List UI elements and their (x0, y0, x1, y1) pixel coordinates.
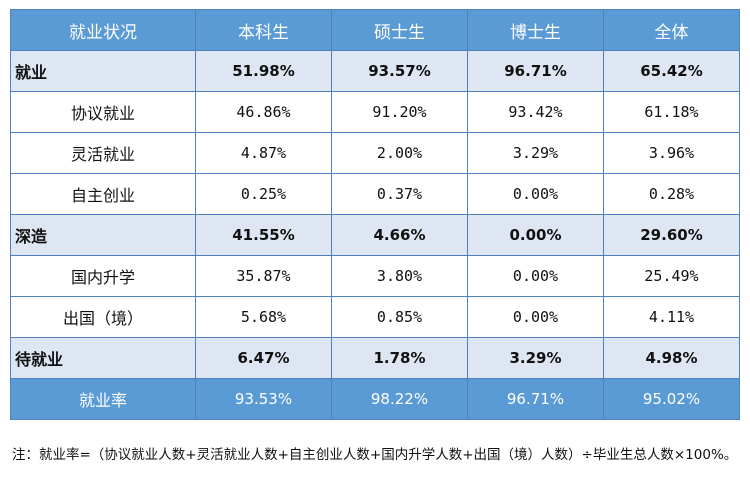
table-cell: 93.42% (467, 91, 604, 133)
table-cell: 95.02% (603, 378, 740, 420)
header-cell-master: 硕士生 (331, 9, 468, 51)
table-cell: 3.29% (467, 337, 604, 379)
table-cell: 4.87% (195, 132, 332, 174)
row-label: 国内升学 (10, 255, 196, 297)
table-cell: 96.71% (467, 50, 604, 92)
footnote: 注：就业率=（协议就业人数+灵活就业人数+自主创业人数+国内升学人数+出国（境）… (12, 447, 738, 463)
table-cell: 6.47% (195, 337, 332, 379)
row-label: 深造 (10, 214, 196, 256)
table-cell: 0.00% (467, 173, 604, 215)
table-cell: 41.55% (195, 214, 332, 256)
table-cell: 0.37% (331, 173, 468, 215)
table-cell: 0.00% (467, 214, 604, 256)
table-cell: 98.22% (331, 378, 468, 420)
table-cell: 91.20% (331, 91, 468, 133)
table-cell: 3.80% (331, 255, 468, 297)
table-cell: 0.85% (331, 296, 468, 338)
row-label: 就业 (10, 50, 196, 92)
header-cell-overall: 全体 (603, 9, 740, 51)
header-cell-status: 就业状况 (10, 9, 196, 51)
table-cell: 4.66% (331, 214, 468, 256)
table-row: 深造 41.55% 4.66% 0.00% 29.60% (10, 214, 740, 256)
table-cell: 35.87% (195, 255, 332, 297)
header-cell-undergraduate: 本科生 (195, 9, 332, 51)
row-label: 协议就业 (10, 91, 196, 133)
table-cell: 0.28% (603, 173, 740, 215)
table-cell: 93.53% (195, 378, 332, 420)
table-total-row: 就业率 93.53% 98.22% 96.71% 95.02% (10, 378, 740, 420)
table-cell: 29.60% (603, 214, 740, 256)
table-row: 就业 51.98% 93.57% 96.71% 65.42% (10, 50, 740, 92)
table-row: 灵活就业 4.87% 2.00% 3.29% 3.96% (10, 132, 740, 174)
table-cell: 2.00% (331, 132, 468, 174)
table-cell: 46.86% (195, 91, 332, 133)
table-cell: 0.00% (467, 296, 604, 338)
table-cell: 65.42% (603, 50, 740, 92)
table-cell: 0.00% (467, 255, 604, 297)
table-cell: 0.25% (195, 173, 332, 215)
table-cell: 96.71% (467, 378, 604, 420)
table-cell: 4.98% (603, 337, 740, 379)
header-cell-doctoral: 博士生 (467, 9, 604, 51)
table-cell: 5.68% (195, 296, 332, 338)
table-row: 待就业 6.47% 1.78% 3.29% 4.98% (10, 337, 740, 379)
table-cell: 3.96% (603, 132, 740, 174)
table-cell: 25.49% (603, 255, 740, 297)
row-label: 自主创业 (10, 173, 196, 215)
table-header-row: 就业状况 本科生 硕士生 博士生 全体 (10, 9, 740, 51)
table-cell: 51.98% (195, 50, 332, 92)
table-row: 出国（境） 5.68% 0.85% 0.00% 4.11% (10, 296, 740, 338)
table-row: 协议就业 46.86% 91.20% 93.42% 61.18% (10, 91, 740, 133)
row-label: 灵活就业 (10, 132, 196, 174)
employment-table: 就业状况 本科生 硕士生 博士生 全体 就业 51.98% 93.57% 96.… (10, 9, 740, 420)
row-label: 出国（境） (10, 296, 196, 338)
row-label: 就业率 (10, 378, 196, 420)
row-label: 待就业 (10, 337, 196, 379)
table-cell: 61.18% (603, 91, 740, 133)
table-row: 国内升学 35.87% 3.80% 0.00% 25.49% (10, 255, 740, 297)
table-cell: 4.11% (603, 296, 740, 338)
table-row: 自主创业 0.25% 0.37% 0.00% 0.28% (10, 173, 740, 215)
table-cell: 3.29% (467, 132, 604, 174)
table-cell: 93.57% (331, 50, 468, 92)
table-cell: 1.78% (331, 337, 468, 379)
